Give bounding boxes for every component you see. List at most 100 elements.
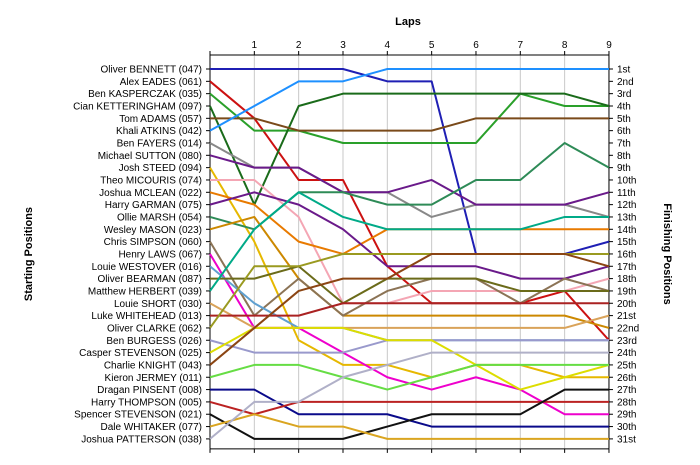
series-line <box>209 68 609 132</box>
driver-label: Harry THOMPSON (005) <box>91 397 202 408</box>
finishing-position-label: 28th <box>617 397 636 408</box>
driver-label: Louie WESTOVER (016) <box>92 262 202 273</box>
driver-label: Cian KETTERINGHAM (097) <box>73 101 202 112</box>
finishing-position-label: 2nd <box>617 77 634 88</box>
finishing-position-label: 20th <box>617 299 636 310</box>
lap-tick-label: 2 <box>296 40 302 51</box>
finishing-position-label: 13th <box>617 212 636 223</box>
finishing-position-label: 11th <box>617 188 636 199</box>
finishing-position-label: 31st <box>617 434 636 445</box>
series-line <box>209 92 609 144</box>
driver-label: Joshua MCLEAN (022) <box>99 188 202 199</box>
series-line <box>210 117 609 132</box>
lap-tick-label: 9 <box>606 40 612 51</box>
driver-label: Tom ADAMS (057) <box>119 114 202 125</box>
finishing-position-label: 19th <box>617 286 636 297</box>
driver-label: Chris SIMPSON (060) <box>104 237 202 248</box>
driver-label: Joshua PATTERSON (038) <box>81 434 202 445</box>
chart-title: Laps <box>395 16 421 28</box>
driver-label: Wesley MASON (023) <box>104 225 202 236</box>
driver-label: Harry GARMAN (075) <box>105 200 202 211</box>
driver-label: Dragan PINSENT (008) <box>97 385 202 396</box>
finishing-position-label: 4th <box>617 101 631 112</box>
finishing-position-label: 17th <box>617 262 636 273</box>
series-line <box>209 400 609 416</box>
series-line <box>209 252 610 366</box>
finishing-position-label: 21st <box>617 311 636 322</box>
finishing-position-label: 27th <box>617 385 636 396</box>
driver-label: Louie SHORT (030) <box>114 299 202 310</box>
finishing-position-label: 12th <box>617 200 636 211</box>
finishing-position-label: 29th <box>617 410 636 421</box>
series-line <box>209 154 610 206</box>
series-lines <box>209 68 610 440</box>
series-line <box>209 351 609 440</box>
series-line <box>209 142 610 218</box>
driver-label: Matthew HERBERT (039) <box>88 286 202 297</box>
y-axis-right-label: Finishing Positions <box>661 203 673 304</box>
driver-label: Michael SUTTON (080) <box>98 151 202 162</box>
finishing-position-label: 8th <box>617 151 631 162</box>
finishing-position-label: 14th <box>617 225 636 236</box>
driver-label: Oliver BENNETT (047) <box>100 65 202 76</box>
driver-label: Oliver CLARKE (062) <box>107 323 202 334</box>
lap-tick-label: 6 <box>473 40 479 51</box>
driver-label: Kieron JERMEY (011) <box>105 373 202 384</box>
finishing-position-label: 26th <box>617 373 636 384</box>
finishing-position-label: 7th <box>617 138 631 149</box>
finishing-position-label: 3rd <box>617 89 631 100</box>
finishing-position-label: 16th <box>617 249 636 260</box>
driver-label: Ollie MARSH (054) <box>117 212 202 223</box>
lap-tick-label: 7 <box>518 40 524 51</box>
finishing-position-label: 9th <box>617 163 631 174</box>
finishing-position-label: 30th <box>617 422 636 433</box>
driver-label: Charlie KNIGHT (043) <box>104 360 202 371</box>
series-line <box>209 363 609 391</box>
series-line <box>209 413 609 440</box>
series-line <box>209 339 609 354</box>
finishing-position-label: 22nd <box>617 323 639 334</box>
driver-label: Ben BURGESS (026) <box>106 336 202 347</box>
finishing-position-label: 23rd <box>617 336 637 347</box>
finishing-position-label: 15th <box>617 237 636 248</box>
lap-tick-labels: 1 2 3 4 5 6 7 8 9 <box>252 40 613 51</box>
driver-label: Josh STEED (094) <box>119 163 202 174</box>
series-line <box>209 191 609 255</box>
driver-label: Dale WHITAKER (077) <box>100 422 202 433</box>
series-line <box>209 92 610 206</box>
driver-label: Oliver BEARMAN (087) <box>98 274 202 285</box>
driver-label: Theo MICOURIS (074) <box>100 175 202 186</box>
lap-tick-label: 8 <box>562 40 568 51</box>
finishing-position-label: 18th <box>617 274 636 285</box>
driver-label: Khali ATKINS (042) <box>116 126 202 137</box>
series-line <box>209 191 609 292</box>
series-line <box>209 388 609 440</box>
driver-label: Luke WHITEHEAD (013) <box>91 311 202 322</box>
series-line <box>209 215 610 329</box>
lap-tick-label: 1 <box>252 40 258 51</box>
series-line <box>210 265 609 305</box>
starting-position-labels: Oliver BENNETT (047)Alex EADES (061)Ben … <box>73 65 202 446</box>
driver-label: Ben FAYERS (014) <box>117 138 202 149</box>
driver-label: Henry LAWS (067) <box>118 249 202 260</box>
finishing-position-label: 25th <box>617 360 636 371</box>
series-line <box>210 302 609 317</box>
lap-tick-label: 5 <box>429 40 435 51</box>
lap-tick-label: 3 <box>340 40 346 51</box>
y-axis-left-label: Starting Positions <box>23 207 35 301</box>
finishing-position-label: 5th <box>617 114 631 125</box>
driver-label: Casper STEVENSON (025) <box>79 348 202 359</box>
driver-label: Ben KASPERCZAK (035) <box>88 89 202 100</box>
lap-tick-label: 4 <box>385 40 391 51</box>
finishing-position-labels: 1st2nd3rd4th5th6th7th8th9th10th11th12th1… <box>617 65 639 446</box>
driver-label: Spencer STEVENSON (021) <box>74 410 202 421</box>
chart-axes <box>206 51 613 453</box>
finishing-position-label: 1st <box>617 65 631 76</box>
series-line <box>209 326 610 391</box>
finishing-position-label: 6th <box>617 126 631 137</box>
driver-label: Alex EADES (061) <box>120 77 202 88</box>
finishing-position-label: 10th <box>617 175 636 186</box>
finishing-position-label: 24th <box>617 348 636 359</box>
series-line <box>209 167 609 379</box>
